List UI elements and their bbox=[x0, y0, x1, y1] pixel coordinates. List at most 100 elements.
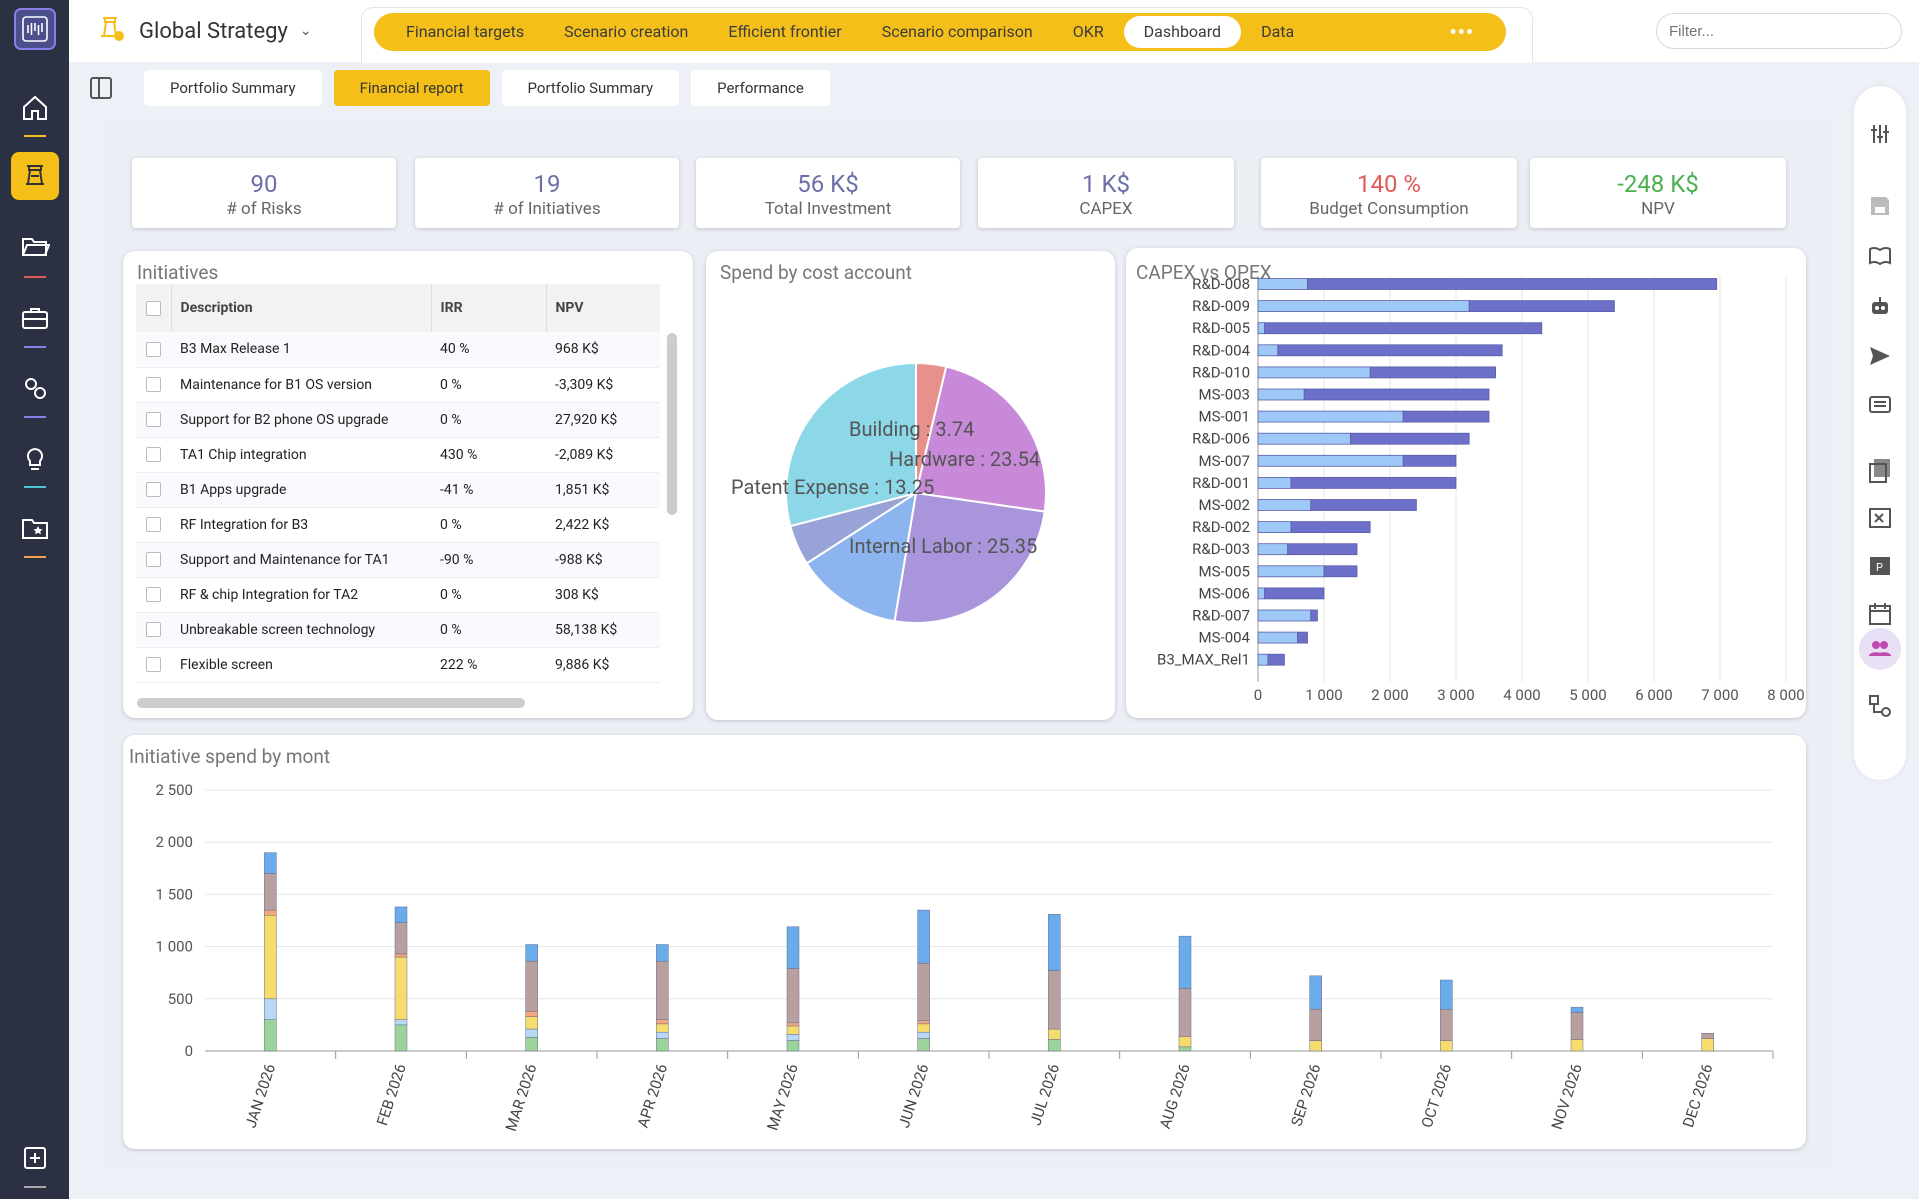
export-pdf-icon[interactable] bbox=[1866, 456, 1894, 484]
bar-feb-2026-s2[interactable] bbox=[394, 956, 408, 1020]
bar-aug-2026-s2[interactable] bbox=[1178, 1036, 1192, 1048]
bar-jun-2026-s3[interactable] bbox=[917, 1020, 930, 1025]
bar-may-2026-s5[interactable] bbox=[786, 926, 800, 969]
menu-item-data[interactable]: Data bbox=[1261, 22, 1295, 41]
settings-icon[interactable] bbox=[11, 364, 59, 412]
portfolio-icon[interactable] bbox=[11, 294, 59, 342]
bar-r-d-001-s1[interactable] bbox=[1290, 476, 1457, 489]
bar-apr-2026-s5[interactable] bbox=[656, 944, 669, 962]
bar-b3-max-rel1-s1[interactable] bbox=[1267, 653, 1285, 666]
filter-input[interactable] bbox=[1656, 13, 1902, 49]
strategy-icon[interactable] bbox=[11, 152, 59, 200]
bar-r-d-008-s0[interactable] bbox=[1257, 278, 1308, 290]
bar-sep-2026-s4[interactable] bbox=[1309, 1008, 1322, 1041]
table-row[interactable]: Flexible screen 222 % 9,886 K$ bbox=[136, 647, 660, 683]
more-menu-icon[interactable]: ••• bbox=[1449, 20, 1474, 44]
bar-r-d-009-s1[interactable] bbox=[1468, 300, 1615, 312]
bar-apr-2026-s4[interactable] bbox=[656, 960, 669, 1020]
row-checkbox[interactable] bbox=[136, 542, 171, 578]
starred-folder-icon[interactable] bbox=[11, 504, 59, 552]
chevron-down-icon[interactable]: ⌄ bbox=[299, 23, 312, 39]
export-excel-icon[interactable] bbox=[1866, 504, 1894, 532]
bar-nov-2026-s4[interactable] bbox=[1570, 1012, 1584, 1040]
robot-icon[interactable] bbox=[1866, 292, 1894, 320]
bar-dec-2026-s2[interactable] bbox=[1701, 1038, 1714, 1052]
bar-r-d-004-s1[interactable] bbox=[1277, 344, 1503, 357]
bar-ms-006-s1[interactable] bbox=[1264, 587, 1325, 600]
bar-may-2026-s1[interactable] bbox=[786, 1034, 800, 1041]
bar-r-d-010-s0[interactable] bbox=[1257, 366, 1371, 379]
bar-r-d-005-s0[interactable] bbox=[1257, 322, 1265, 335]
bar-oct-2026-s4[interactable] bbox=[1440, 1008, 1453, 1041]
bar-ms-001-s0[interactable] bbox=[1257, 410, 1404, 423]
bar-apr-2026-s0[interactable] bbox=[656, 1038, 669, 1052]
bar-jun-2026-s5[interactable] bbox=[917, 909, 930, 964]
column-header-irr[interactable]: IRR bbox=[431, 284, 547, 332]
bar-feb-2026-s1[interactable] bbox=[394, 1019, 408, 1026]
bar-feb-2026-s3[interactable] bbox=[394, 953, 408, 958]
bar-feb-2026-s5[interactable] bbox=[394, 906, 408, 923]
bar-ms-002-s0[interactable] bbox=[1257, 499, 1312, 511]
table-row[interactable]: B1 Apps upgrade -41 % 1,851 K$ bbox=[136, 472, 660, 508]
bar-ms-006-s0[interactable] bbox=[1257, 587, 1265, 600]
bar-ms-003-s0[interactable] bbox=[1257, 388, 1305, 401]
bar-r-d-003-s0[interactable] bbox=[1257, 543, 1289, 556]
bar-apr-2026-s2[interactable] bbox=[656, 1023, 669, 1033]
bar-r-d-002-s0[interactable] bbox=[1257, 521, 1292, 534]
book-icon[interactable] bbox=[1866, 242, 1894, 270]
menu-item-dashboard[interactable]: Dashboard bbox=[1123, 16, 1242, 48]
bar-jan-2026-s4[interactable] bbox=[264, 873, 277, 911]
bar-ms-005-s1[interactable] bbox=[1323, 565, 1358, 578]
bar-ms-007-s1[interactable] bbox=[1402, 454, 1457, 467]
bar-r-d-003-s1[interactable] bbox=[1287, 543, 1358, 556]
bar-r-d-007-s1[interactable] bbox=[1310, 609, 1318, 622]
bar-jan-2026-s0[interactable] bbox=[264, 1019, 277, 1052]
bar-ms-004-s1[interactable] bbox=[1297, 631, 1308, 644]
table-row[interactable]: Support and Maintenance for TA1 -90 % -988… bbox=[136, 542, 660, 578]
bar-mar-2026-s3[interactable] bbox=[525, 1011, 538, 1017]
bar-feb-2026-s0[interactable] bbox=[394, 1024, 408, 1052]
bar-nov-2026-s5[interactable] bbox=[1570, 1006, 1584, 1013]
app-logo-icon[interactable] bbox=[14, 8, 56, 50]
bar-mar-2026-s2[interactable] bbox=[525, 1016, 538, 1030]
bar-mar-2026-s4[interactable] bbox=[525, 960, 538, 1012]
bar-jun-2026-s1[interactable] bbox=[917, 1031, 930, 1039]
bar-ms-003-s1[interactable] bbox=[1303, 388, 1490, 401]
row-checkbox[interactable] bbox=[136, 612, 171, 648]
menu-item-okr[interactable]: OKR bbox=[1072, 22, 1104, 41]
bar-sep-2026-s2[interactable] bbox=[1309, 1040, 1322, 1052]
team-icon[interactable] bbox=[1859, 628, 1901, 670]
table-row[interactable]: RF & chip Integration for TA2 0 % 308 K$ bbox=[136, 577, 660, 613]
bar-ms-005-s0[interactable] bbox=[1257, 565, 1325, 578]
bar-jan-2026-s3[interactable] bbox=[264, 909, 277, 916]
menu-item-scenario-creation[interactable]: Scenario creation bbox=[564, 22, 689, 41]
bar-r-d-006-s1[interactable] bbox=[1349, 432, 1470, 445]
bar-oct-2026-s5[interactable] bbox=[1440, 979, 1453, 1010]
home-icon[interactable] bbox=[11, 84, 59, 132]
bar-aug-2026-s4[interactable] bbox=[1178, 988, 1192, 1037]
table-horizontal-scrollbar[interactable] bbox=[137, 698, 525, 708]
bar-jun-2026-s2[interactable] bbox=[917, 1023, 930, 1033]
bar-may-2026-s2[interactable] bbox=[786, 1025, 800, 1035]
export-ppt-icon[interactable]: P bbox=[1866, 552, 1894, 580]
bar-feb-2026-s4[interactable] bbox=[394, 922, 408, 955]
menu-item-scenario-comparison[interactable]: Scenario comparison bbox=[881, 22, 1033, 41]
lightbulb-icon[interactable] bbox=[11, 434, 59, 482]
bar-jun-2026-s0[interactable] bbox=[917, 1038, 930, 1052]
calendar-icon[interactable] bbox=[1866, 600, 1894, 628]
bar-aug-2026-s5[interactable] bbox=[1178, 935, 1192, 989]
column-header-npv[interactable]: NPV bbox=[546, 284, 660, 332]
bar-jun-2026-s4[interactable] bbox=[917, 963, 930, 1021]
menu-item-financial-targets[interactable]: Financial targets bbox=[406, 22, 525, 41]
bar-apr-2026-s1[interactable] bbox=[656, 1031, 669, 1039]
bar-jul-2026-s5[interactable] bbox=[1048, 913, 1061, 971]
row-checkbox[interactable] bbox=[136, 367, 171, 403]
pie-slice-unlabeled-5[interactable] bbox=[785, 361, 917, 528]
bar-may-2026-s3[interactable] bbox=[786, 1022, 800, 1027]
comment-icon[interactable] bbox=[1866, 392, 1894, 420]
table-row[interactable]: Support for B2 phone OS upgrade 0 % 27,920… bbox=[136, 402, 660, 438]
row-checkbox[interactable] bbox=[136, 332, 171, 368]
row-checkbox[interactable] bbox=[136, 437, 171, 473]
bar-mar-2026-s5[interactable] bbox=[525, 944, 538, 962]
bar-apr-2026-s3[interactable] bbox=[656, 1019, 669, 1025]
